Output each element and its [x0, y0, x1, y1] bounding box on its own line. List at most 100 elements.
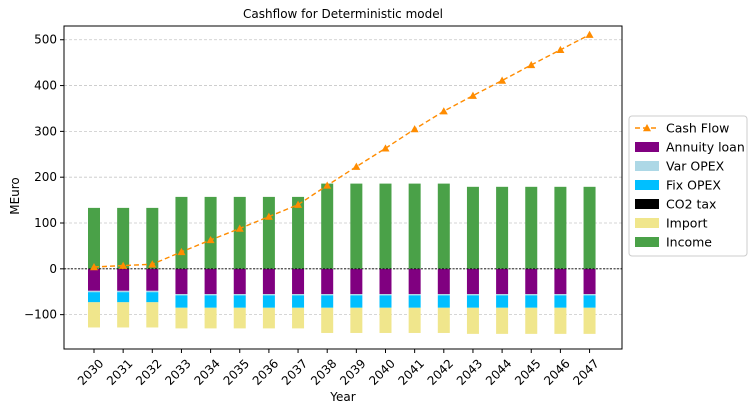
- bar-fix-opex: [292, 295, 305, 308]
- bar-annuity-loan: [466, 268, 479, 295]
- legend-label: Income: [666, 235, 712, 250]
- bar-var-opex: [379, 294, 392, 296]
- bar-annuity-loan: [554, 268, 567, 295]
- plot-frame: [63, 25, 623, 350]
- bar-income: [466, 186, 479, 269]
- bar-import: [175, 307, 188, 329]
- x-tick-label: 2041: [395, 356, 426, 387]
- bar-var-opex: [437, 294, 450, 296]
- bar-import: [350, 307, 363, 333]
- bar-fix-opex: [554, 295, 567, 308]
- bar-fix-opex: [204, 295, 217, 308]
- bar-annuity-loan: [204, 268, 217, 295]
- y-tick-label: 400: [34, 79, 57, 93]
- legend-swatch-marker: [643, 124, 651, 132]
- bar-import: [262, 307, 275, 329]
- bar-annuity-loan: [262, 268, 275, 295]
- x-tick-label: 2033: [162, 356, 193, 387]
- legend-label: CO2 tax: [666, 197, 716, 212]
- bar-fix-opex: [408, 295, 421, 308]
- bar-fix-opex: [146, 292, 159, 303]
- bar-fix-opex: [262, 295, 275, 308]
- bar-import: [146, 302, 159, 328]
- bar-annuity-loan: [437, 268, 450, 295]
- x-tick-label: 2030: [75, 356, 106, 387]
- y-axis-ticks: −100 0 100 200 300 400 500: [24, 33, 64, 322]
- bar-fix-opex: [233, 295, 246, 308]
- bar-income: [233, 196, 246, 269]
- bar-income: [146, 207, 159, 269]
- bar-import: [437, 307, 450, 333]
- bar-income: [525, 186, 538, 269]
- bar-fix-opex: [88, 292, 100, 303]
- cash-flow-marker: [323, 181, 332, 189]
- cash-flow-marker: [235, 224, 244, 232]
- bar-annuity-loan: [117, 268, 130, 291]
- bar-fix-opex: [437, 295, 450, 308]
- bar-import: [583, 307, 596, 334]
- bar-var-opex: [466, 294, 479, 296]
- bar-import: [321, 307, 334, 333]
- bar-var-opex: [350, 294, 363, 296]
- x-axis-label: Year: [329, 390, 355, 404]
- cash-flow-marker: [352, 162, 361, 170]
- bar-import: [88, 302, 100, 328]
- legend-swatch: [635, 180, 659, 190]
- bar-import: [204, 307, 217, 329]
- legend-label: Import: [666, 216, 708, 231]
- bar-import: [117, 302, 130, 328]
- bar-import: [554, 307, 567, 334]
- bar-annuity-loan: [233, 268, 246, 295]
- legend-swatch: [635, 142, 659, 152]
- x-axis-ticks: 2030203120322033203420352036203720382039…: [75, 349, 602, 388]
- legend-label: Fix OPEX: [666, 178, 721, 193]
- x-tick-label: 2036: [250, 356, 281, 387]
- x-tick-label: 2032: [133, 356, 164, 387]
- cash-flow-marker: [527, 60, 536, 69]
- bar-income: [88, 207, 100, 269]
- bar-annuity-loan: [175, 268, 188, 295]
- legend-label: Var OPEX: [666, 159, 725, 174]
- bar-annuity-loan: [525, 268, 538, 295]
- bar-income: [496, 186, 509, 269]
- x-tick-label: 2038: [308, 356, 339, 387]
- chart-title: Cashflow for Deterministic model: [243, 7, 443, 21]
- bar-income: [321, 183, 334, 269]
- bar-var-opex: [321, 294, 334, 296]
- y-tick-label: 300: [34, 124, 57, 138]
- x-tick-label: 2040: [366, 356, 397, 387]
- x-tick-label: 2035: [221, 356, 252, 387]
- x-tick-label: 2046: [541, 356, 572, 387]
- bar-var-opex: [175, 294, 188, 296]
- bar-import: [525, 307, 538, 334]
- bar-import: [292, 307, 305, 329]
- cash-flow-marker: [264, 212, 273, 220]
- bar-series: [88, 183, 596, 334]
- cash-flow-marker: [498, 76, 507, 84]
- x-tick-label: 2034: [191, 356, 222, 387]
- bar-fix-opex: [321, 295, 334, 308]
- bar-annuity-loan: [379, 268, 392, 295]
- bar-fix-opex: [350, 295, 363, 308]
- bar-income: [117, 207, 130, 269]
- bar-income: [292, 196, 305, 269]
- bar-income: [175, 196, 188, 269]
- y-axis-label: MEuro: [8, 177, 22, 215]
- bar-income: [583, 186, 596, 269]
- bar-fix-opex: [583, 295, 596, 308]
- bar-annuity-loan: [292, 268, 305, 295]
- bar-income: [262, 196, 275, 269]
- bar-fix-opex: [117, 292, 130, 303]
- cash-flow-marker: [90, 262, 98, 271]
- bar-income: [379, 183, 392, 269]
- bar-var-opex: [262, 294, 275, 296]
- bar-fix-opex: [496, 295, 509, 308]
- y-tick-label: 100: [34, 216, 57, 230]
- legend-swatch: [635, 218, 659, 228]
- x-tick-label: 2037: [279, 356, 310, 387]
- x-tick-label: 2045: [512, 356, 543, 387]
- cash-flow-marker: [381, 144, 390, 152]
- bar-var-opex: [408, 294, 421, 296]
- cash-flow-marker: [439, 107, 448, 115]
